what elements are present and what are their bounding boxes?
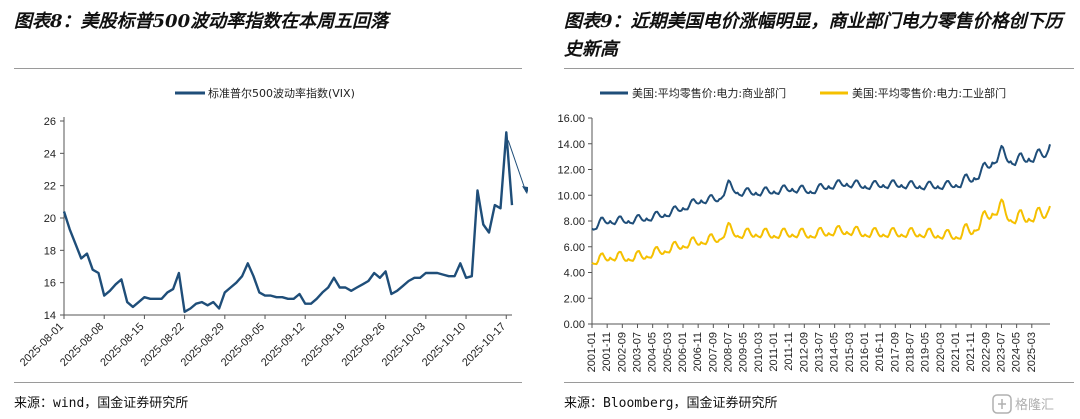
y-tick-label: 14.00 — [557, 139, 585, 151]
x-tick-label: 2004-05 — [647, 332, 659, 372]
x-tick-label: 2001-11 — [601, 332, 613, 372]
legend-label-series-0: 美国:平均零售价:电力:商业部门 — [632, 86, 786, 100]
right-title-divider — [564, 68, 1074, 69]
right-figure: 图表9：近期美国电价涨幅明显，商业部门电力零售价格创下历史新高 美国:平均零售价… — [550, 0, 1080, 419]
commercial-price-line — [591, 144, 1051, 231]
x-tick-label: 2022-09 — [980, 332, 992, 372]
x-tick-label: 2001-01 — [586, 332, 598, 372]
left-source-divider — [14, 382, 522, 383]
y-tick-label: 6.00 — [564, 242, 585, 254]
y-tick-label: 16 — [44, 278, 56, 290]
x-tick-label: 2021-01 — [950, 332, 962, 372]
x-tick-label: 2003-07 — [631, 332, 643, 372]
y-tick-label: 4.00 — [564, 268, 585, 280]
x-tick-label: 2005-03 — [662, 332, 674, 372]
x-tick-label: 2020-03 — [935, 332, 947, 372]
x-tick-label: 2009-05 — [738, 332, 750, 372]
y-tick-label: 8.00 — [564, 216, 585, 228]
electricity-price-line-chart: 美国:平均零售价:电力:商业部门 美国:平均零售价:电力:工业部门 0.00 2.00… — [557, 86, 1051, 372]
x-tick-label: 2025-03 — [1026, 332, 1038, 372]
x-tick-label: 2008-07 — [722, 332, 734, 372]
x-tick-label: 2011-01 — [768, 332, 780, 372]
x-tick-label: 2019-05 — [920, 332, 932, 372]
y-tick-label: 0.00 — [564, 319, 585, 331]
left-source-note: 来源：wind，国金证券研究所 — [14, 396, 189, 411]
x-tick-label: 2007-09 — [707, 332, 719, 372]
gelonghui-logo-icon: 格隆汇 — [992, 394, 1054, 414]
left-figure: 图表8：美股标普500波动率指数在本周五回落 标准普尔500波动率指数(VIX)… — [0, 0, 528, 419]
x-tick-label: 2014-05 — [829, 332, 841, 372]
x-tick-label: 2018-07 — [904, 332, 916, 372]
x-tick-label: 2016-11 — [874, 332, 886, 372]
decline-arrow-shaft — [507, 140, 527, 193]
right-figure-title: 图表9：近期美国电价涨幅明显，商业部门电力零售价格创下历史新高 — [564, 11, 1063, 60]
x-tick-label: 2015-03 — [844, 332, 856, 372]
y-tick-label: 18 — [44, 245, 56, 257]
x-tick-label: 2017-09 — [889, 332, 901, 372]
y-tick-label: 2.00 — [564, 293, 585, 305]
y-tick-label: 10.00 — [557, 190, 585, 202]
x-tick-label: 2024-05 — [1011, 332, 1023, 372]
x-tick-label: 2012-09 — [798, 332, 810, 372]
y-tick-label: 16.00 — [557, 113, 585, 125]
y-tick-label: 14 — [44, 310, 56, 322]
gelonghui-watermark: 格隆汇 — [992, 393, 1072, 415]
x-tick-label: 2011-11 — [783, 332, 795, 371]
legend-label-series-1: 美国:平均零售价:电力:工业部门 — [852, 86, 1006, 100]
vix-line-chart: 标准普尔500波动率指数(VIX)141618202224262025-08-0… — [18, 86, 528, 369]
x-tick-label: 2002-09 — [616, 332, 628, 372]
watermark-text: 格隆汇 — [1015, 397, 1054, 413]
vix-series-line — [62, 131, 514, 314]
x-tick-label: 2010-03 — [753, 332, 765, 372]
x-tick-label: 2023-07 — [995, 332, 1007, 372]
x-tick-label: 2021-11 — [965, 332, 977, 372]
right-source-note: 来源：Bloomberg，国金证券研究所 — [564, 396, 778, 411]
y-tick-label: 26 — [44, 116, 56, 128]
y-tick-label: 12.00 — [557, 165, 585, 177]
y-tick-label: 22 — [44, 181, 56, 193]
right-source-divider — [564, 382, 1074, 383]
legend-label-vix: 标准普尔500波动率指数(VIX) — [208, 86, 355, 100]
y-tick-label: 20 — [44, 213, 56, 225]
y-tick-label: 24 — [44, 148, 56, 160]
x-tick-label: 2013-07 — [813, 332, 825, 372]
x-tick-label: 2016-01 — [859, 332, 871, 372]
left-figure-title: 图表8：美股标普500波动率指数在本周五回落 — [14, 11, 389, 32]
left-title-divider — [14, 68, 522, 69]
industrial-price-line — [591, 198, 1051, 266]
x-tick-label: 2006-11 — [692, 332, 704, 372]
x-tick-label: 2025-10-17 — [460, 321, 508, 369]
decline-arrow-head-icon — [522, 186, 528, 195]
x-tick-label: 2006-01 — [677, 332, 689, 372]
